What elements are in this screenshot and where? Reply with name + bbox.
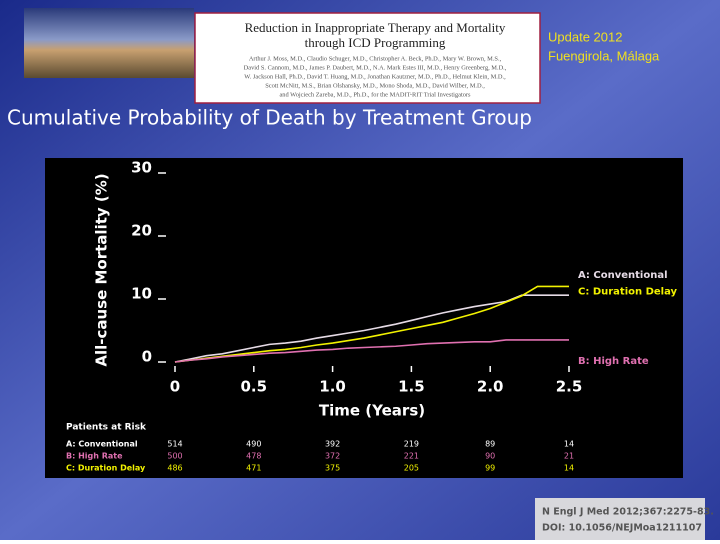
legend-label: A: Conventional — [578, 270, 668, 281]
paper-authors: Arthur J. Moss, M.D., Claudio Schuger, M… — [249, 55, 502, 62]
paper-box — [194, 12, 541, 104]
event-line: Fuengirola, Málaga — [548, 48, 660, 63]
risk-title: Patients at Risk — [66, 423, 147, 433]
paper-title: Reduction in Inappropriate Therapy and M… — [245, 20, 506, 35]
x-axis-label: Time (Years) — [319, 402, 425, 420]
x-tick-label: 0 — [170, 378, 180, 396]
paper-title: through ICD Programming — [305, 35, 446, 50]
risk-value: 205 — [404, 464, 419, 473]
risk-value: 99 — [485, 464, 495, 473]
paper-authors: W. Jackson Hall, Ph.D., David T. Huang, … — [244, 73, 506, 80]
legend-label: B: High Rate — [578, 356, 649, 367]
x-tick-label: 2.5 — [556, 378, 583, 396]
series-line — [174, 294, 569, 363]
citation-box — [535, 498, 705, 540]
risk-value: 219 — [404, 440, 419, 449]
paper-authors: David S. Cannom, M.D., James P. Daubert,… — [244, 64, 507, 71]
y-axis-label: All-cause Mortality (%) — [93, 173, 111, 366]
slide-title: Cumulative Probability of Death by Treat… — [7, 106, 532, 130]
x-tick-label: 1.5 — [398, 378, 425, 396]
paper-header: Reduction in Inappropriate Therapy and M… — [244, 20, 507, 98]
citation: DOI: 10.1056/NEJMoa1211107 — [542, 523, 702, 534]
risk-value: 375 — [325, 464, 340, 473]
series-line — [174, 285, 569, 363]
risk-value: 514 — [167, 440, 182, 449]
risk-row-label: C: Duration Delay — [66, 464, 146, 473]
risk-value: 372 — [325, 452, 340, 461]
risk-row-label: A: Conventional — [66, 440, 138, 449]
risk-value: 490 — [246, 440, 261, 449]
x-tick-label: 1.0 — [319, 378, 346, 396]
risk-row-label: B: High Rate — [66, 452, 123, 461]
y-tick-label: 30 — [131, 159, 152, 177]
x-tick-label: 2.0 — [477, 378, 504, 396]
risk-value: 14 — [564, 440, 574, 449]
risk-value: 392 — [325, 440, 340, 449]
x-tick-label: 0.5 — [241, 378, 268, 396]
risk-value: 21 — [564, 452, 574, 461]
risk-value: 478 — [246, 452, 261, 461]
legend-label: C: Duration Delay — [578, 286, 678, 297]
paper-authors: Scott McNitt, M.S., Brian Olshansky, M.D… — [265, 82, 485, 89]
y-tick-label: 0 — [142, 348, 152, 366]
risk-value: 221 — [404, 452, 419, 461]
risk-value: 486 — [167, 464, 182, 473]
chart-panel — [45, 158, 683, 478]
citation: N Engl J Med 2012;367:2275-83. — [542, 507, 714, 518]
risk-value: 14 — [564, 464, 574, 473]
series-line — [174, 339, 569, 363]
y-tick-label: 20 — [131, 222, 152, 240]
risk-value: 89 — [485, 440, 495, 449]
risk-value: 471 — [246, 464, 261, 473]
event-line: Update 2012 — [548, 29, 622, 44]
risk-value: 90 — [485, 452, 495, 461]
risk-value: 500 — [167, 452, 182, 461]
beach-photo — [24, 8, 194, 78]
chart: 0 10 20 30 0 0.5 1.0 1.5 2.0 2.5 A: Conventional C:… — [66, 159, 678, 473]
paper-authors: and Wojciech Zareba, M.D., Ph.D., for th… — [279, 91, 471, 98]
y-tick-label: 10 — [131, 285, 152, 303]
